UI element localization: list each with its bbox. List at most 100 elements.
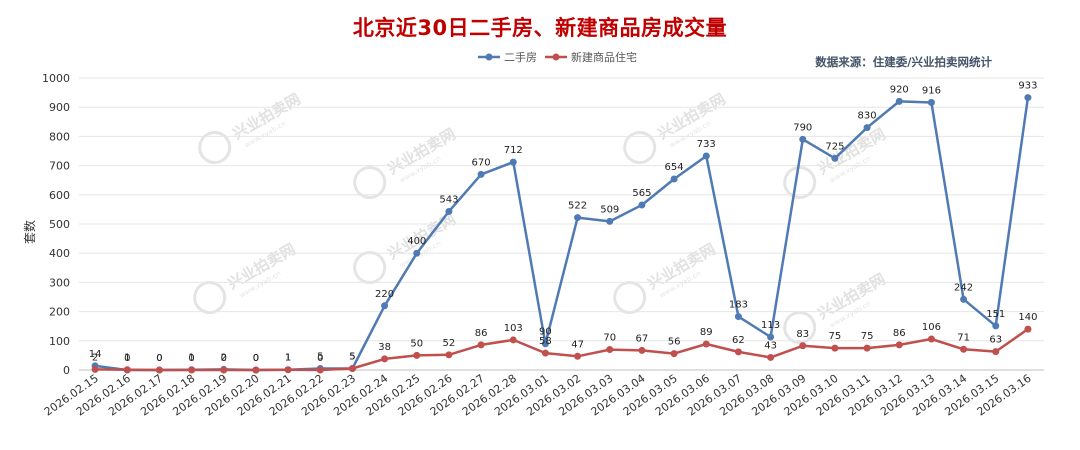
data-point: [638, 201, 646, 209]
data-label: 52: [443, 338, 456, 349]
data-label: 933: [1018, 81, 1037, 92]
legend: 二手房 新建商品住宅: [478, 50, 637, 64]
data-label: 2: [221, 352, 227, 363]
data-label: 0: [156, 353, 162, 364]
data-point: [992, 322, 1000, 330]
data-label: 75: [829, 331, 842, 342]
data-label: 920: [890, 84, 909, 95]
data-label: 14: [89, 349, 102, 360]
data-point: [767, 333, 775, 341]
data-point: [155, 366, 163, 374]
data-label: 1: [188, 353, 194, 364]
watermark-logo-icon: [623, 131, 657, 164]
data-point: [927, 99, 935, 107]
data-point: [541, 349, 549, 357]
data-label: 103: [504, 323, 523, 334]
data-label: 654: [665, 162, 684, 173]
data-point: [413, 249, 421, 257]
data-point: [670, 175, 678, 183]
data-label: 58: [539, 336, 552, 347]
data-label: 1: [285, 353, 291, 364]
data-point: [1024, 325, 1032, 333]
data-point: [1024, 94, 1032, 102]
data-label: 830: [858, 111, 877, 122]
data-label: 5: [349, 352, 355, 363]
data-label: 712: [504, 145, 523, 156]
watermark-logo-icon: [353, 166, 387, 199]
data-source-note: 数据来源：住建委/兴业拍卖网统计: [815, 55, 992, 69]
y-tick-label: 1000: [42, 72, 70, 85]
data-label: 0: [253, 353, 259, 364]
data-point: [284, 366, 292, 374]
data-point: [91, 365, 99, 373]
data-point: [381, 302, 389, 310]
y-tick-label: 200: [49, 306, 70, 319]
data-label: 71: [957, 332, 970, 343]
data-point: [477, 341, 485, 349]
watermark-logo-icon: [193, 281, 227, 314]
data-point: [381, 355, 389, 363]
data-point: [895, 97, 903, 105]
data-point: [316, 366, 324, 374]
legend-item: 新建商品住宅: [545, 50, 637, 64]
data-point: [927, 335, 935, 343]
data-label: 38: [378, 342, 391, 353]
data-label: 2: [92, 352, 98, 363]
data-point: [638, 346, 646, 354]
data-point: [445, 207, 453, 215]
data-label: 183: [729, 300, 748, 311]
data-label: 0: [317, 353, 323, 364]
data-label: 725: [825, 141, 844, 152]
watermark-logo-icon: [783, 166, 817, 199]
data-label: 63: [989, 335, 1002, 346]
legend-label: 新建商品住宅: [571, 50, 637, 64]
data-point: [574, 214, 582, 222]
watermark-logo-icon: [613, 281, 647, 314]
data-label: 140: [1018, 312, 1037, 323]
data-point: [831, 344, 839, 352]
y-tick-label: 700: [49, 160, 70, 173]
data-point: [960, 295, 968, 303]
data-point: [831, 154, 839, 162]
data-label: 1: [124, 353, 130, 364]
data-label: 790: [793, 122, 812, 133]
y-tick-label: 400: [49, 247, 70, 260]
data-label: 670: [472, 157, 491, 168]
data-label: 151: [986, 309, 1005, 320]
data-point: [734, 348, 742, 356]
data-point: [509, 158, 517, 166]
data-label: 0: [253, 353, 259, 364]
legend-label: 二手房: [504, 50, 537, 64]
watermark-logo-icon: [198, 131, 232, 164]
y-tick-label: 900: [49, 101, 70, 114]
y-tick-label: 100: [49, 335, 70, 348]
data-label: 733: [697, 139, 716, 150]
data-label: 90: [539, 327, 552, 338]
data-label: 1: [285, 353, 291, 364]
data-point: [670, 350, 678, 358]
chart-title: 北京近30日二手房、新建商品房成交量: [352, 16, 728, 40]
data-label: 543: [439, 194, 458, 205]
data-point: [799, 135, 807, 143]
y-tick-label: 300: [49, 276, 70, 289]
data-label: 522: [568, 201, 587, 212]
y-tick-label: 800: [49, 130, 70, 143]
data-point: [702, 152, 710, 160]
y-tick-label: 0: [63, 364, 70, 377]
data-point: [348, 365, 356, 373]
data-point: [574, 352, 582, 360]
watermark-logo-icon: [353, 251, 387, 284]
data-point: [895, 341, 903, 349]
data-point: [541, 340, 549, 348]
data-label: 86: [893, 328, 906, 339]
legend-swatch-marker: [485, 53, 493, 61]
data-point: [863, 124, 871, 132]
data-label: 113: [761, 320, 780, 331]
data-point: [123, 366, 131, 374]
data-label: 56: [668, 337, 681, 348]
data-label: 62: [732, 335, 745, 346]
